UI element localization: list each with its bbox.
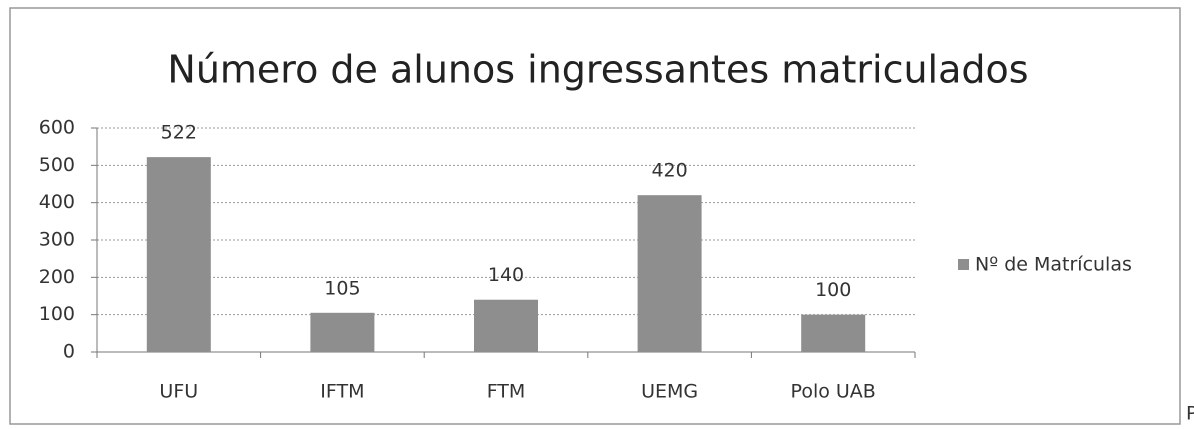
y-tick-label: 600: [39, 117, 75, 139]
data-label: 100: [815, 279, 851, 301]
bar: [310, 312, 375, 352]
legend-swatch: [958, 259, 969, 270]
y-tick-label: 400: [39, 191, 75, 213]
chart-title: Número de alunos ingressantes matriculad…: [167, 48, 1028, 92]
y-tick-label: 500: [39, 154, 75, 176]
data-label: 420: [651, 160, 687, 182]
data-label: 140: [488, 264, 524, 286]
bar: [146, 157, 211, 352]
y-tick-label: 100: [39, 303, 75, 325]
legend-label: Nº de Matrículas: [975, 254, 1132, 276]
bar: [801, 314, 866, 352]
data-label: 522: [161, 122, 197, 144]
y-tick-label: 200: [39, 266, 75, 288]
data-label: 105: [324, 277, 360, 299]
y-tick-label: 0: [63, 341, 75, 363]
x-tick-label: UEMG: [641, 381, 698, 403]
trailing-text: P: [1186, 403, 1194, 425]
x-tick-label: FTM: [487, 381, 526, 403]
x-tick-label: IFTM: [320, 381, 364, 403]
x-tick-label: UFU: [159, 381, 198, 403]
bar: [637, 195, 702, 352]
x-tick-label: Polo UAB: [791, 381, 876, 403]
y-tick-label: 300: [39, 229, 75, 251]
bar: [474, 299, 538, 352]
